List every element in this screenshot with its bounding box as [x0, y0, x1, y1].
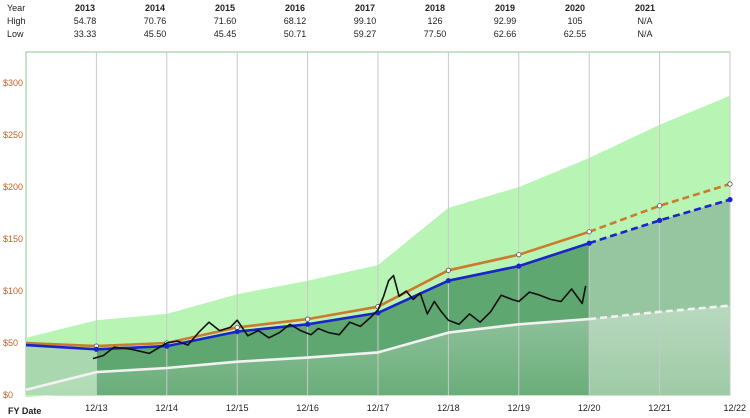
- year-high-low-table: Year High Low 2013 2014 2015 2016 2017 2018 2019 2…: [0, 0, 750, 44]
- high-2018: 126: [427, 16, 443, 26]
- orange-estimate-line-point: [304, 316, 311, 322]
- stock-price-line: [92, 274, 587, 360]
- high-2020: 105: [567, 16, 583, 26]
- orange-estimate-line-point: [656, 203, 663, 209]
- high-2013: 54.78: [73, 16, 97, 26]
- row-label-low: Low: [7, 29, 24, 39]
- low-2016: 50.71: [283, 29, 307, 39]
- y-tick-label: $200: [3, 182, 23, 192]
- high-2019: 92.99: [493, 16, 517, 26]
- x-tick-label: 12/22: [723, 403, 746, 413]
- white-estimate-line: [25, 317, 590, 392]
- row-label-year: Year: [7, 3, 26, 13]
- blue-estimate-line-point: [304, 321, 311, 327]
- price-chart: $0 $50 $100 $150 $200 $250 $300 12/13 12/14 12/15…: [3, 51, 746, 416]
- orange-estimate-line-point: [445, 267, 451, 273]
- blue-estimate-line-point: [234, 328, 240, 335]
- x-tick-label: 12/18: [437, 403, 460, 413]
- year-2019: 2019: [494, 3, 516, 13]
- low-2014: 45.50: [143, 29, 167, 39]
- high-2016: 68.12: [283, 16, 307, 26]
- low-2019: 62.66: [493, 29, 517, 39]
- x-tick-label: 12/14: [156, 403, 179, 413]
- orange-estimate-line-projected: [588, 182, 731, 234]
- low-2013: 33.33: [73, 29, 97, 39]
- x-tick-label: 12/15: [226, 403, 249, 413]
- orange-estimate-line-point: [586, 229, 592, 235]
- year-2017: 2017: [354, 3, 376, 13]
- x-tick-label: 12/20: [578, 403, 601, 413]
- year-2018: 2018: [424, 3, 446, 13]
- blue-estimate-line-point: [164, 343, 170, 349]
- y-tick-label: $250: [3, 130, 23, 140]
- blue-estimate-line-point: [93, 346, 100, 352]
- blue-estimate-line-point: [656, 217, 663, 223]
- high-2021: N/A: [637, 16, 653, 26]
- low-2021: N/A: [637, 29, 653, 39]
- y-tick-label: $300: [3, 78, 23, 88]
- low-value-area: [26, 305, 730, 395]
- y-tick-label: $50: [3, 338, 18, 348]
- low-2020: 62.55: [563, 29, 587, 39]
- low-2017: 59.27: [353, 29, 377, 39]
- x-tick-label: 12/17: [367, 403, 390, 413]
- orange-estimate-line-point: [727, 181, 733, 187]
- orange-estimate-line-point: [234, 324, 240, 331]
- y-tick-label: $0: [3, 390, 13, 400]
- x-tick-label: 12/19: [508, 403, 531, 413]
- high-2017: 99.10: [353, 16, 377, 26]
- high-2014: 70.76: [143, 16, 167, 26]
- blue-estimate-line-point: [445, 278, 451, 284]
- blue-estimate-line-point: [586, 240, 592, 246]
- y-tick-label: $150: [3, 234, 23, 244]
- year-2013: 2013: [74, 3, 96, 13]
- x-tick-label: 12/21: [648, 403, 671, 413]
- y-tick-label: $100: [3, 286, 23, 296]
- blue-estimate-line-point: [516, 263, 522, 269]
- orange-estimate-line-point: [516, 252, 522, 258]
- blue-estimate-line-projected: [588, 198, 731, 245]
- low-2015: 45.45: [213, 29, 237, 39]
- year-2014: 2014: [144, 3, 166, 13]
- year-2020: 2020: [564, 3, 586, 13]
- x-axis-title: FY Date: [8, 406, 41, 416]
- year-2021: 2021: [634, 3, 656, 13]
- high-2015: 71.60: [213, 16, 237, 26]
- row-label-high: High: [7, 16, 26, 26]
- blue-estimate-line-point: [727, 196, 733, 203]
- low-2018: 77.50: [423, 29, 447, 39]
- x-tick-label: 12/16: [296, 403, 319, 413]
- x-tick-label: 12/13: [85, 403, 108, 413]
- year-2015: 2015: [214, 3, 236, 13]
- white-estimate-line-projected: [589, 304, 731, 321]
- year-2016: 2016: [284, 3, 306, 13]
